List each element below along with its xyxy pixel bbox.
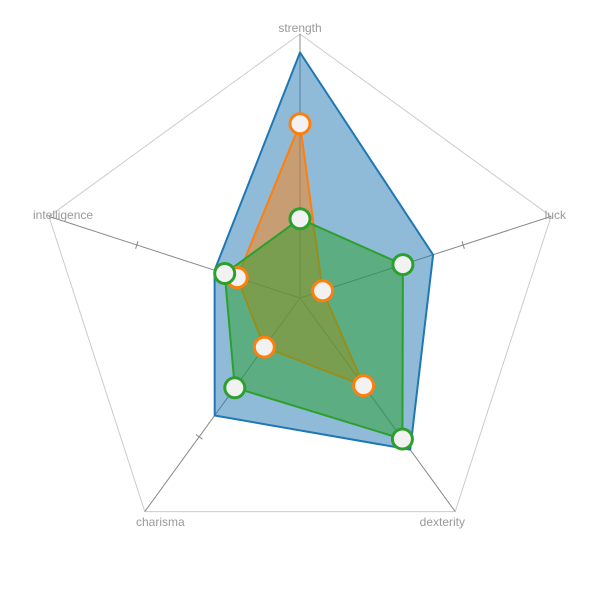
series-2-point-luck[interactable] xyxy=(311,279,335,303)
series-3-point-dexterity[interactable] xyxy=(390,427,414,451)
markers-layer xyxy=(213,112,415,451)
labels-layer: strength luck dexterity charisma intelli… xyxy=(33,21,567,529)
grid-layer xyxy=(48,33,552,513)
series-3-point-luck[interactable] xyxy=(391,253,415,277)
series-2-point-charisma[interactable] xyxy=(252,335,276,359)
axis-label-luck: luck xyxy=(545,208,567,222)
grid-outline xyxy=(48,33,552,513)
axis-tick-luck xyxy=(461,241,465,249)
series-layer xyxy=(213,51,435,451)
series-2-point-dexterity[interactable] xyxy=(352,374,376,398)
series-2-point-strength[interactable] xyxy=(288,112,312,136)
axis-label-strength: strength xyxy=(278,21,321,35)
axis-label-dexterity: dexterity xyxy=(420,515,465,529)
axis-tick-charisma xyxy=(195,434,203,440)
axis-label-charisma: charisma xyxy=(136,515,185,529)
axis-tick-intelligence xyxy=(135,241,139,249)
series-3-point-charisma[interactable] xyxy=(223,376,247,400)
series-3-point-intelligence[interactable] xyxy=(213,262,237,285)
series-3-point-strength[interactable] xyxy=(288,207,312,231)
axis-label-intelligence: intelligence xyxy=(33,208,93,222)
